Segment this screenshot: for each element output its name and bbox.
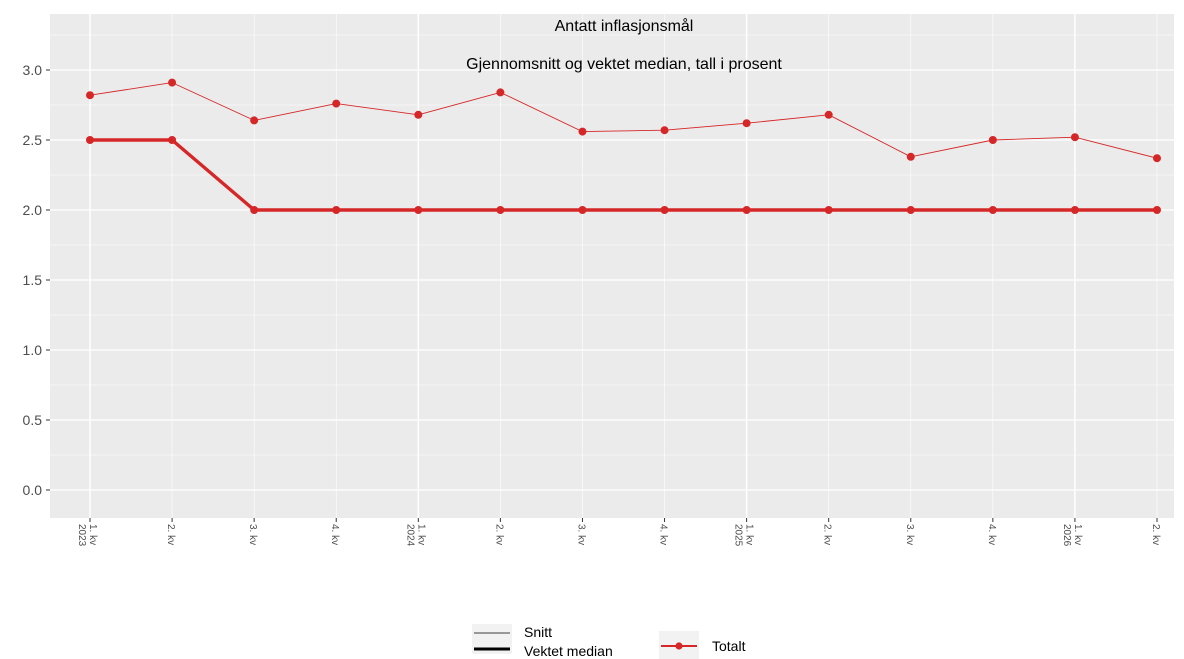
data-point: [988, 206, 997, 214]
x-tick-label-group: 2. kv: [1150, 524, 1161, 545]
x-tick-label: 2. kv: [1150, 524, 1161, 545]
series-line-snitt: [89, 82, 1158, 159]
x-tick-label: 3. kv: [904, 524, 915, 545]
y-tick-label: 3.0: [23, 62, 43, 78]
data-point: [906, 152, 915, 161]
x-tick-label-group: 2. kv: [165, 524, 176, 545]
data-point: [414, 206, 423, 214]
y-tick-label: 0.5: [23, 412, 43, 428]
legend: Snitt Vektet median Totalt: [472, 624, 746, 659]
data-point: [906, 206, 915, 214]
data-point: [660, 126, 669, 135]
x-tick-label-group: 4. kv: [329, 524, 340, 545]
x-tick-label: 3. kv: [575, 524, 586, 545]
data-point: [578, 206, 587, 214]
data-point: [168, 136, 177, 144]
data-point: [86, 91, 94, 100]
y-tick-label: 1.5: [23, 272, 43, 288]
data-point: [1153, 206, 1161, 214]
y-tick-label: 1.0: [23, 342, 43, 358]
x-tick-label-group: 4. kv: [986, 524, 997, 545]
x-tick-label-group: 3. kv: [575, 524, 586, 545]
data-point: [332, 206, 341, 214]
data-point: [824, 206, 833, 214]
x-tick-label: 2. kv: [165, 524, 176, 545]
x-tick-label: 3. kv: [247, 524, 258, 545]
x-tick-label: 4. kv: [329, 524, 340, 545]
chart-title: Antatt inflasjonsmål: [555, 17, 694, 35]
series-line-vektet-median: [90, 138, 1157, 212]
data-point: [742, 206, 751, 214]
y-axis: 0.0 0.5 1.0 1.5 2.0 2.5 3.0: [23, 62, 50, 498]
y-tick-label: 2.5: [23, 132, 43, 148]
x-tick-label-group: 2. kv: [493, 524, 504, 545]
x-tick-label-group: 3. kv: [247, 524, 258, 545]
series-lines: [86, 78, 1161, 214]
x-tick-label: 2024: [404, 524, 415, 547]
x-tick-label-group: 3. kv: [904, 524, 915, 545]
plot-panel: [50, 14, 1174, 518]
data-point: [332, 99, 341, 108]
x-tick-label: 1. kv: [415, 524, 426, 545]
x-tick-label: 2026: [1061, 524, 1072, 547]
chart-subtitle: Gjennomsnitt og vektet median, tall i pr…: [466, 56, 782, 73]
legend-key-totalt-point: [675, 642, 683, 650]
x-tick-label: 1. kv: [744, 524, 755, 545]
legend-label-totalt: Totalt: [712, 638, 746, 654]
x-tick-label: 1. kv: [1072, 524, 1083, 545]
data-point: [660, 206, 669, 214]
y-tick-label: 2.0: [23, 202, 43, 218]
data-point: [742, 119, 751, 128]
x-tick-label: 4. kv: [658, 524, 669, 545]
x-tick-label-group: 4. kv: [658, 524, 669, 545]
data-point: [168, 78, 177, 87]
data-point: [496, 206, 505, 214]
x-tick-label: 2. kv: [493, 524, 504, 545]
x-tick-label: 4. kv: [986, 524, 997, 545]
data-point: [86, 136, 94, 144]
x-tick-label: 2. kv: [822, 524, 833, 545]
data-point: [250, 206, 259, 214]
x-tick-label: 2023: [76, 524, 87, 547]
x-tick-label: 2025: [733, 524, 744, 547]
data-point: [496, 88, 505, 97]
data-point: [414, 110, 423, 119]
data-point: [1070, 206, 1079, 214]
legend-label-vektet-median: Vektet median: [524, 643, 613, 659]
x-tick-label: 1. kv: [87, 524, 98, 545]
x-tick-label-group: 2. kv: [822, 524, 833, 545]
data-point: [1070, 133, 1079, 142]
data-point: [250, 116, 259, 125]
data-point: [1153, 154, 1161, 163]
legend-label-snitt: Snitt: [524, 624, 552, 640]
data-point: [988, 136, 997, 144]
chart-titles: Antatt inflasjonsmål Gjennomsnitt og vek…: [466, 17, 782, 73]
data-point: [824, 110, 833, 119]
data-point: [578, 127, 587, 136]
grid-lines: [50, 14, 1174, 518]
panel-background: [50, 14, 1174, 518]
y-tick-label: 0.0: [23, 482, 43, 498]
